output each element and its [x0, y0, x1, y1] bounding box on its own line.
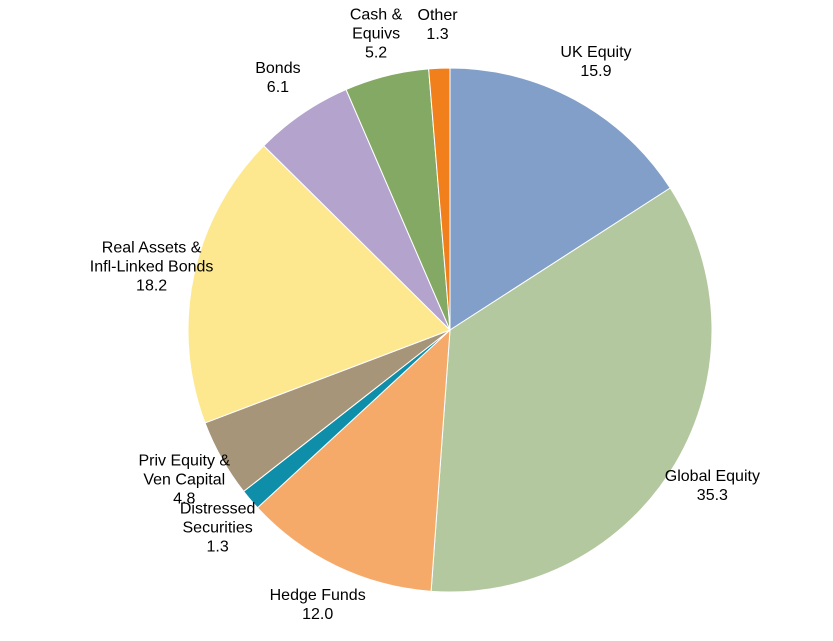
- value-label: 1.3: [426, 26, 449, 44]
- category-label: Hedge Funds: [269, 586, 366, 604]
- value-label: 18.2: [136, 277, 168, 295]
- category-label: UK Equity: [560, 44, 632, 62]
- value-label: 15.9: [580, 63, 612, 81]
- slice-label: Bonds 6.1: [255, 59, 300, 97]
- slice-label: Priv Equity & Ven Capital 4.8: [138, 451, 230, 508]
- value-label: 5.2: [364, 44, 388, 62]
- pie-slice: [187, 145, 451, 424]
- value-label: 1.3: [206, 538, 229, 556]
- slice-label: Distressed Securities 1.3: [180, 499, 256, 556]
- category-label: Global Equity: [664, 467, 760, 485]
- pie-slice: [256, 328, 451, 592]
- category-label: Real Assets & Infl-Linked Bonds: [89, 239, 214, 276]
- value-label: 35.3: [696, 486, 728, 504]
- category-label: Priv Equity & Ven Capital: [138, 452, 231, 489]
- category-label: Cash & Equivs: [349, 6, 403, 43]
- pie-slice: [449, 67, 671, 331]
- slice-label: UK Equity 15.9: [560, 43, 631, 81]
- slice-label: Cash & Equivs 5.2: [350, 6, 402, 63]
- slice-label: Real Assets & Infl-Linked Bonds 18.2: [90, 238, 214, 295]
- category-label: Bonds: [255, 60, 301, 78]
- category-label: Distressed Securities: [179, 500, 256, 537]
- value-label: 6.1: [266, 79, 290, 97]
- category-label: Other: [417, 7, 458, 25]
- value-label: 12.0: [302, 605, 334, 623]
- slice-label: Global Equity 35.3: [665, 467, 760, 505]
- value-label: 4.8: [173, 490, 196, 508]
- slice-label: Other 1.3: [418, 6, 458, 44]
- slice-label: Hedge Funds 12.0: [270, 586, 366, 624]
- pie-slice: [428, 67, 451, 331]
- pie-slice: [430, 187, 713, 593]
